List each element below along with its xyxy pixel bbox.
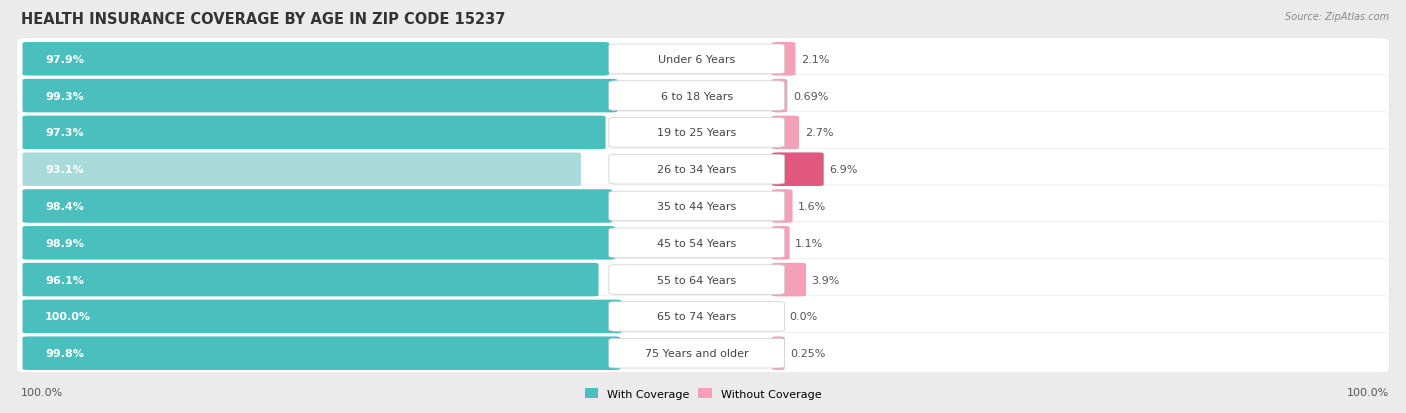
- FancyBboxPatch shape: [609, 302, 785, 331]
- FancyBboxPatch shape: [609, 339, 785, 368]
- Text: 35 to 44 Years: 35 to 44 Years: [657, 202, 737, 211]
- FancyBboxPatch shape: [22, 226, 614, 260]
- FancyBboxPatch shape: [22, 116, 606, 150]
- Text: 97.3%: 97.3%: [45, 128, 83, 138]
- FancyBboxPatch shape: [609, 228, 785, 258]
- Text: 1.6%: 1.6%: [799, 202, 827, 211]
- FancyBboxPatch shape: [772, 263, 806, 297]
- Text: 100.0%: 100.0%: [21, 387, 63, 397]
- FancyBboxPatch shape: [17, 149, 1389, 189]
- FancyBboxPatch shape: [772, 116, 799, 150]
- Text: 75 Years and older: 75 Years and older: [645, 348, 748, 358]
- FancyBboxPatch shape: [772, 226, 790, 260]
- FancyBboxPatch shape: [22, 80, 617, 113]
- FancyBboxPatch shape: [17, 185, 1389, 226]
- Text: Source: ZipAtlas.com: Source: ZipAtlas.com: [1285, 12, 1389, 22]
- FancyBboxPatch shape: [22, 153, 581, 187]
- Text: 45 to 54 Years: 45 to 54 Years: [657, 238, 737, 248]
- Text: Under 6 Years: Under 6 Years: [658, 55, 735, 65]
- Text: 100.0%: 100.0%: [45, 312, 91, 322]
- Text: 99.8%: 99.8%: [45, 348, 84, 358]
- FancyBboxPatch shape: [17, 222, 1389, 263]
- FancyBboxPatch shape: [17, 112, 1389, 153]
- FancyBboxPatch shape: [609, 192, 785, 221]
- FancyBboxPatch shape: [22, 190, 612, 223]
- FancyBboxPatch shape: [609, 155, 785, 185]
- Text: 0.0%: 0.0%: [789, 312, 817, 322]
- Legend: With Coverage, Without Coverage: With Coverage, Without Coverage: [581, 384, 825, 404]
- FancyBboxPatch shape: [772, 80, 787, 113]
- Text: 100.0%: 100.0%: [1347, 387, 1389, 397]
- Text: 99.3%: 99.3%: [45, 91, 84, 101]
- Text: 6.9%: 6.9%: [830, 165, 858, 175]
- FancyBboxPatch shape: [772, 153, 824, 187]
- Text: 2.7%: 2.7%: [804, 128, 834, 138]
- FancyBboxPatch shape: [609, 118, 785, 148]
- FancyBboxPatch shape: [17, 296, 1389, 336]
- FancyBboxPatch shape: [609, 82, 785, 111]
- FancyBboxPatch shape: [609, 45, 785, 74]
- FancyBboxPatch shape: [772, 337, 785, 370]
- FancyBboxPatch shape: [772, 43, 796, 76]
- FancyBboxPatch shape: [22, 337, 620, 370]
- Text: 6 to 18 Years: 6 to 18 Years: [661, 91, 733, 101]
- FancyBboxPatch shape: [17, 332, 1389, 373]
- Text: 98.9%: 98.9%: [45, 238, 84, 248]
- Text: 98.4%: 98.4%: [45, 202, 84, 211]
- Text: 3.9%: 3.9%: [811, 275, 839, 285]
- Text: 96.1%: 96.1%: [45, 275, 84, 285]
- FancyBboxPatch shape: [772, 190, 793, 223]
- Text: 55 to 64 Years: 55 to 64 Years: [657, 275, 737, 285]
- Text: 97.9%: 97.9%: [45, 55, 84, 65]
- Text: 93.1%: 93.1%: [45, 165, 83, 175]
- Text: HEALTH INSURANCE COVERAGE BY AGE IN ZIP CODE 15237: HEALTH INSURANCE COVERAGE BY AGE IN ZIP …: [21, 12, 506, 27]
- Text: 0.69%: 0.69%: [793, 91, 828, 101]
- Text: 1.1%: 1.1%: [796, 238, 824, 248]
- FancyBboxPatch shape: [17, 259, 1389, 299]
- Text: 26 to 34 Years: 26 to 34 Years: [657, 165, 737, 175]
- FancyBboxPatch shape: [22, 43, 609, 76]
- FancyBboxPatch shape: [609, 265, 785, 295]
- FancyBboxPatch shape: [22, 300, 621, 333]
- Text: 0.25%: 0.25%: [790, 348, 825, 358]
- FancyBboxPatch shape: [17, 39, 1389, 79]
- FancyBboxPatch shape: [22, 263, 599, 297]
- FancyBboxPatch shape: [17, 75, 1389, 116]
- Text: 19 to 25 Years: 19 to 25 Years: [657, 128, 737, 138]
- Text: 65 to 74 Years: 65 to 74 Years: [657, 312, 737, 322]
- Text: 2.1%: 2.1%: [801, 55, 830, 65]
